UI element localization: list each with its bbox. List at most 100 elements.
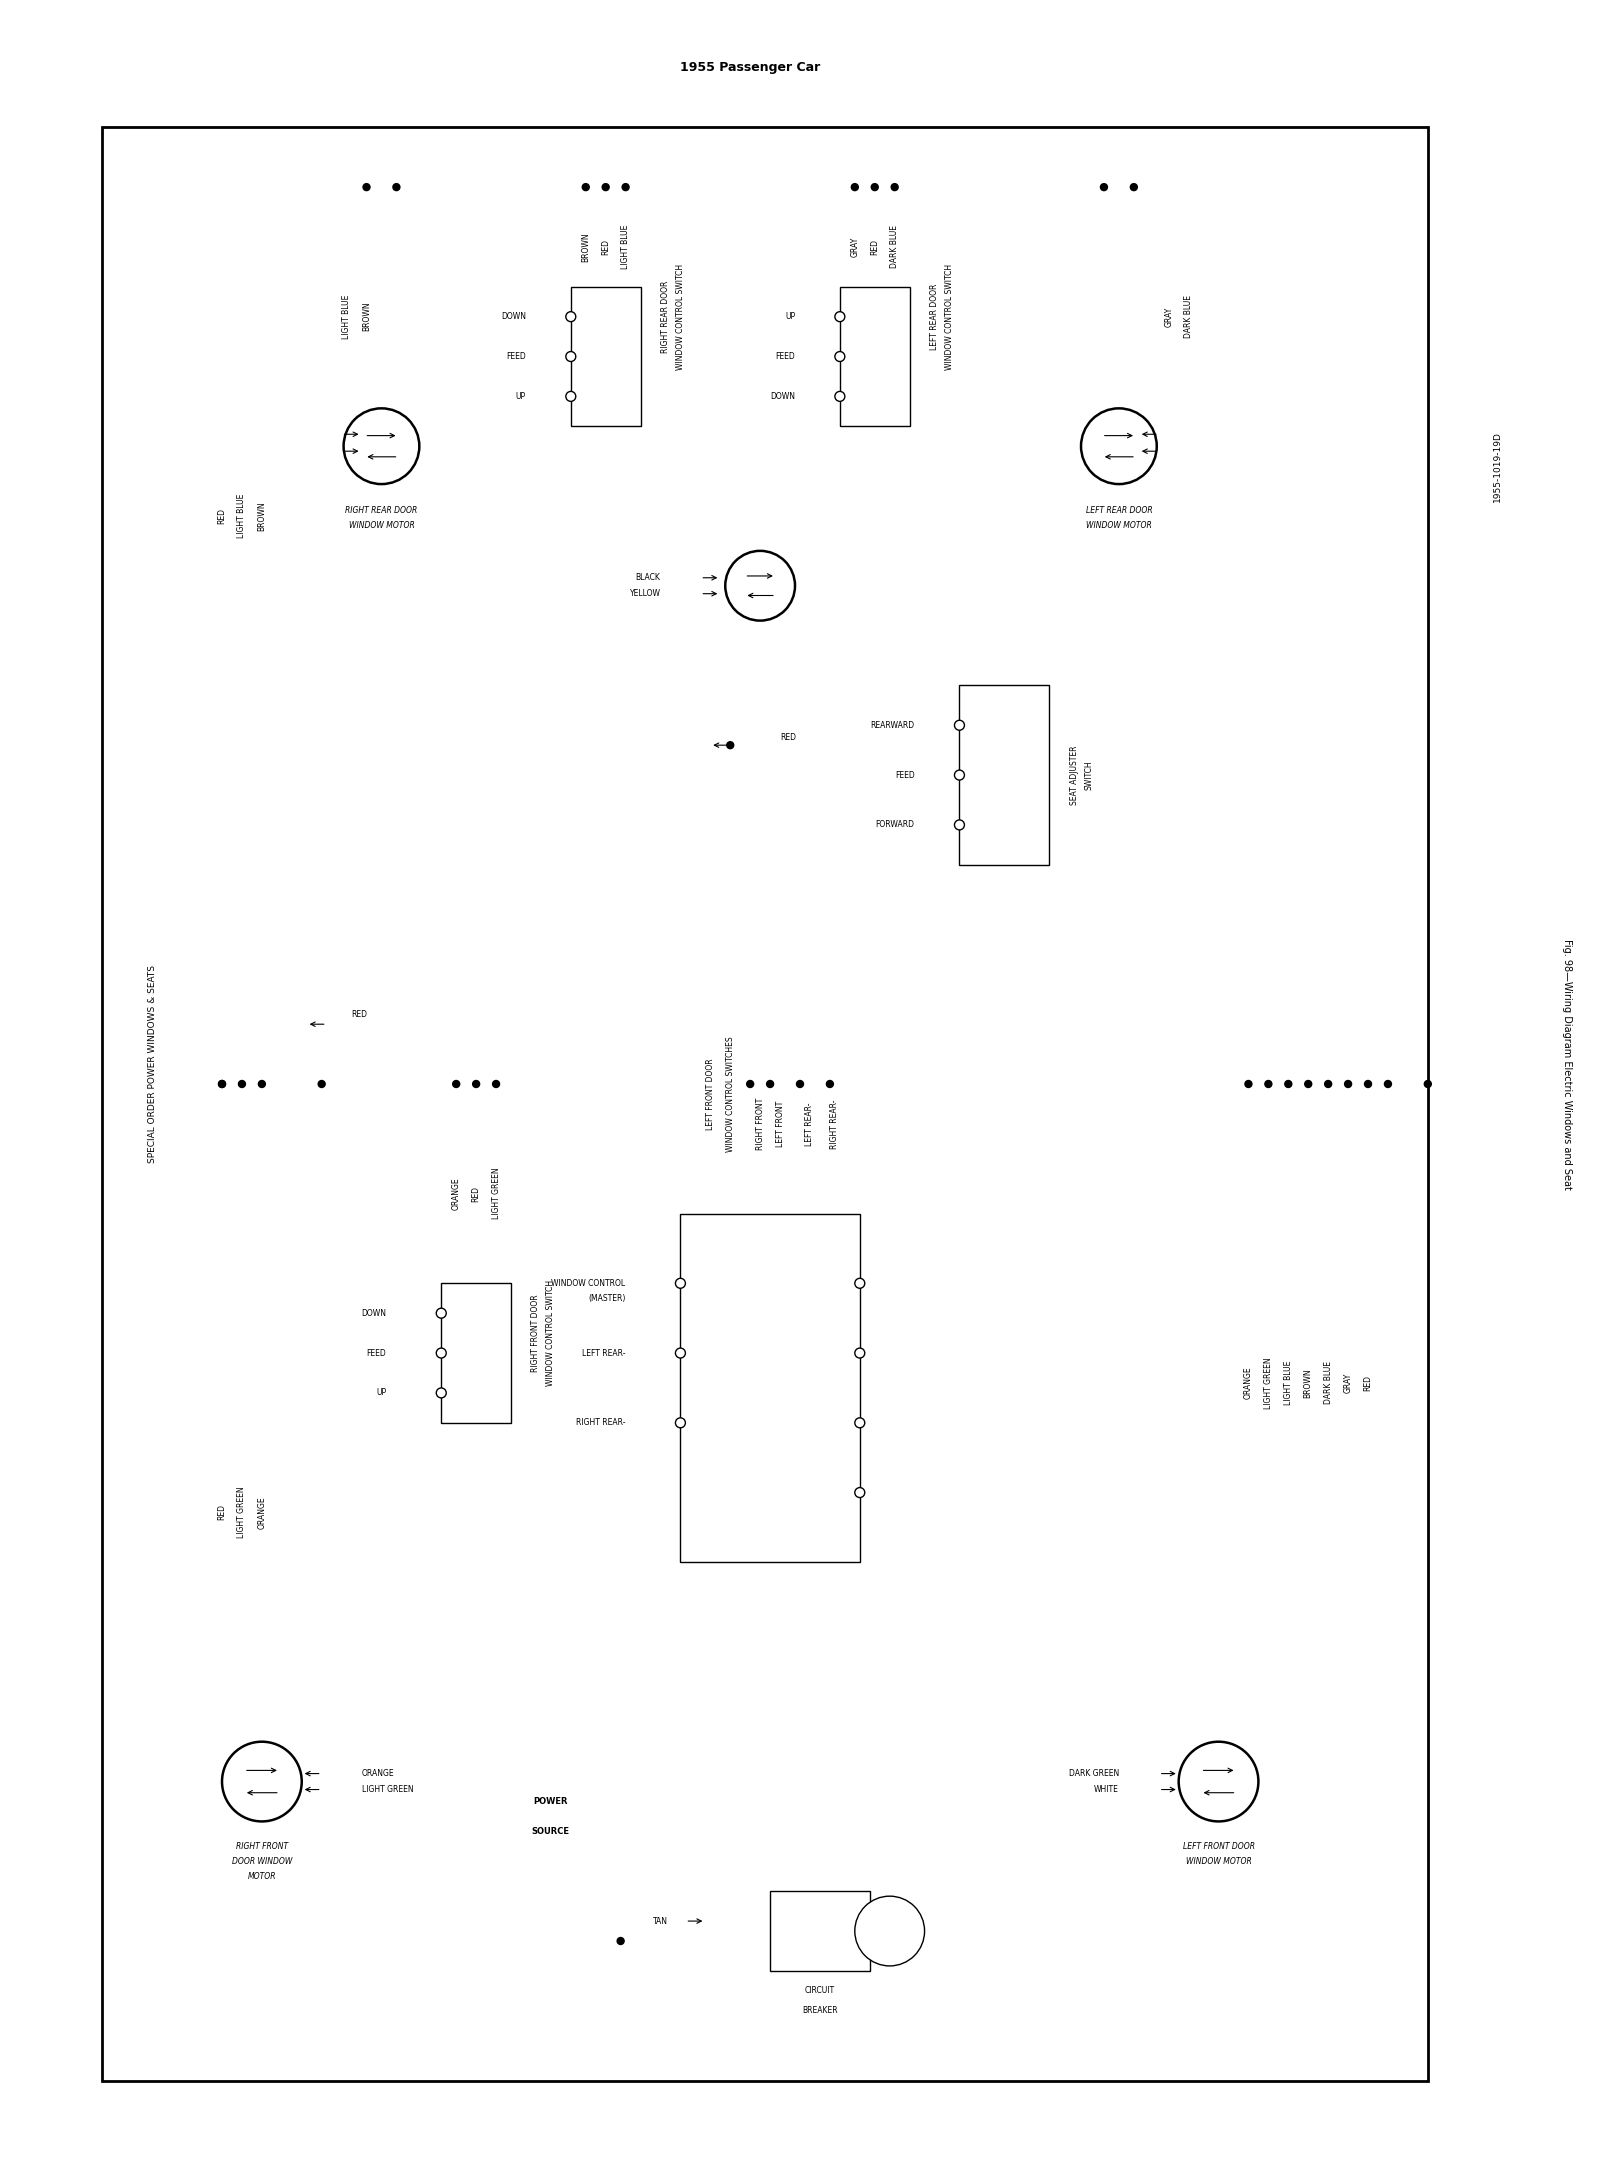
Circle shape xyxy=(725,552,795,621)
Text: RIGHT FRONT DOOR: RIGHT FRONT DOOR xyxy=(531,1294,541,1372)
Text: DARK BLUE: DARK BLUE xyxy=(1323,1361,1333,1404)
Circle shape xyxy=(238,1080,245,1088)
Text: LIGHT GREEN: LIGHT GREEN xyxy=(1264,1357,1274,1409)
Text: LIGHT BLUE: LIGHT BLUE xyxy=(237,493,246,539)
Circle shape xyxy=(854,1896,925,1965)
Circle shape xyxy=(222,1742,302,1822)
Text: ORANGE: ORANGE xyxy=(362,1770,394,1779)
Bar xyxy=(102,128,1427,2080)
Circle shape xyxy=(618,1937,624,1945)
Text: POWER: POWER xyxy=(534,1796,568,1807)
Circle shape xyxy=(955,721,965,729)
Text: WINDOW MOTOR: WINDOW MOTOR xyxy=(1086,522,1152,530)
Text: WHITE: WHITE xyxy=(1094,1785,1118,1794)
Circle shape xyxy=(835,392,845,400)
Text: SWITCH: SWITCH xyxy=(1085,760,1093,790)
Text: LEFT REAR-: LEFT REAR- xyxy=(582,1348,626,1357)
Text: SEAT ADJUSTER: SEAT ADJUSTER xyxy=(1069,744,1078,805)
Bar xyxy=(680,1214,859,1562)
Text: RED: RED xyxy=(472,1186,480,1201)
Text: (MASTER): (MASTER) xyxy=(589,1294,626,1303)
Text: WINDOW CONTROL SWITCH: WINDOW CONTROL SWITCH xyxy=(675,264,685,370)
Circle shape xyxy=(827,1080,834,1088)
Circle shape xyxy=(854,1417,864,1428)
Circle shape xyxy=(835,312,845,322)
Circle shape xyxy=(344,409,419,485)
Text: UP: UP xyxy=(376,1389,387,1398)
Text: RED: RED xyxy=(352,1011,368,1019)
Circle shape xyxy=(437,1309,446,1318)
Text: BROWN: BROWN xyxy=(362,301,371,331)
Circle shape xyxy=(493,1080,499,1088)
Text: RED: RED xyxy=(1363,1374,1373,1391)
Text: LIGHT BLUE: LIGHT BLUE xyxy=(1283,1361,1293,1404)
Circle shape xyxy=(675,1348,685,1359)
Circle shape xyxy=(1179,1742,1259,1822)
Text: RIGHT FRONT: RIGHT FRONT xyxy=(235,1842,288,1850)
Text: RIGHT REAR DOOR: RIGHT REAR DOOR xyxy=(661,281,670,353)
Text: MOTOR: MOTOR xyxy=(248,1872,277,1881)
Text: BROWN: BROWN xyxy=(581,232,590,262)
Text: RIGHT REAR DOOR: RIGHT REAR DOOR xyxy=(346,506,418,515)
Circle shape xyxy=(1384,1080,1392,1088)
Circle shape xyxy=(747,1080,754,1088)
Circle shape xyxy=(566,392,576,400)
Text: RED: RED xyxy=(602,238,610,255)
Circle shape xyxy=(566,351,576,361)
Text: WINDOW CONTROL SWITCH: WINDOW CONTROL SWITCH xyxy=(946,264,954,370)
Text: RED: RED xyxy=(218,509,227,524)
Circle shape xyxy=(219,1080,226,1088)
Text: LIGHT GREEN: LIGHT GREEN xyxy=(491,1169,501,1220)
Circle shape xyxy=(566,312,576,322)
Text: DOWN: DOWN xyxy=(770,392,795,400)
Text: UP: UP xyxy=(786,312,795,320)
Circle shape xyxy=(872,184,878,190)
Circle shape xyxy=(891,184,898,190)
Bar xyxy=(442,1283,510,1422)
Text: BREAKER: BREAKER xyxy=(802,2006,838,2015)
Text: WINDOW CONTROL: WINDOW CONTROL xyxy=(552,1279,626,1288)
Circle shape xyxy=(622,184,629,190)
Bar xyxy=(571,288,640,426)
Bar xyxy=(960,686,1050,866)
Text: GRAY: GRAY xyxy=(1165,307,1173,327)
Circle shape xyxy=(835,351,845,361)
Text: Fig. 98—Wiring Diagram Electric Windows and Seat: Fig. 98—Wiring Diagram Electric Windows … xyxy=(1562,939,1573,1190)
Text: RIGHT FRONT: RIGHT FRONT xyxy=(755,1097,765,1149)
Circle shape xyxy=(318,1080,325,1088)
Text: LIGHT GREEN: LIGHT GREEN xyxy=(237,1487,246,1539)
Circle shape xyxy=(602,184,610,190)
Text: LEFT FRONT DOOR: LEFT FRONT DOOR xyxy=(1182,1842,1254,1850)
Text: ORANGE: ORANGE xyxy=(451,1177,461,1210)
Text: LIGHT BLUE: LIGHT BLUE xyxy=(342,294,350,340)
Circle shape xyxy=(955,820,965,829)
Text: DARK BLUE: DARK BLUE xyxy=(1184,294,1194,338)
Circle shape xyxy=(854,1487,864,1497)
Text: LEFT REAR DOOR: LEFT REAR DOOR xyxy=(1085,506,1152,515)
Text: WINDOW MOTOR: WINDOW MOTOR xyxy=(1186,1857,1251,1865)
Circle shape xyxy=(675,1417,685,1428)
Text: WINDOW CONTROL SWITCHES: WINDOW CONTROL SWITCHES xyxy=(726,1037,734,1151)
Text: RIGHT REAR-: RIGHT REAR- xyxy=(830,1099,840,1149)
Circle shape xyxy=(675,1279,685,1288)
Circle shape xyxy=(1304,1080,1312,1088)
Text: LEFT REAR DOOR: LEFT REAR DOOR xyxy=(930,283,939,351)
Text: FEED: FEED xyxy=(776,353,795,361)
Text: SPECIAL ORDER POWER WINDOWS & SEATS: SPECIAL ORDER POWER WINDOWS & SEATS xyxy=(147,965,157,1162)
Circle shape xyxy=(854,1279,864,1288)
Circle shape xyxy=(854,1348,864,1359)
Circle shape xyxy=(1245,1080,1251,1088)
Text: BROWN: BROWN xyxy=(258,502,266,530)
Text: LIGHT GREEN: LIGHT GREEN xyxy=(362,1785,413,1794)
Text: ORANGE: ORANGE xyxy=(258,1495,266,1528)
Text: CIRCUIT: CIRCUIT xyxy=(805,1987,835,1995)
Text: GRAY: GRAY xyxy=(1344,1372,1352,1394)
Circle shape xyxy=(955,770,965,779)
Circle shape xyxy=(472,1080,480,1088)
Circle shape xyxy=(1266,1080,1272,1088)
Circle shape xyxy=(258,1080,266,1088)
Text: DOOR WINDOW: DOOR WINDOW xyxy=(232,1857,293,1865)
Text: FORWARD: FORWARD xyxy=(875,820,915,829)
Text: WINDOW MOTOR: WINDOW MOTOR xyxy=(349,522,414,530)
Text: RIGHT REAR-: RIGHT REAR- xyxy=(576,1417,626,1428)
